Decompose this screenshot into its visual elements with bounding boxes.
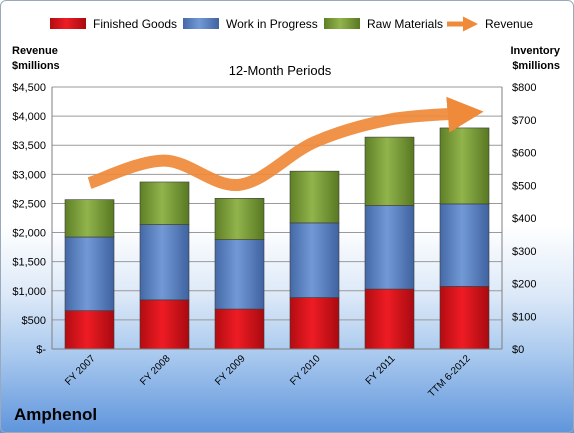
right-axis-tick-label: $700 <box>512 115 536 127</box>
right-axis-tick-label: $600 <box>512 148 536 160</box>
left-axis-tick-label: $2,000 <box>12 228 46 240</box>
right-axis-tick-label: $0 <box>512 344 524 356</box>
category-label: FY 2007 <box>63 353 98 388</box>
chart-subtitle: 12-Month Periods <box>229 63 332 78</box>
right-axis-tick-label: $500 <box>512 180 536 192</box>
right-axis-title-line2: $millions <box>512 60 560 72</box>
left-axis-tick-label: $4,000 <box>12 111 46 123</box>
category-label: FY 2008 <box>138 353 173 388</box>
category-label: FY 2010 <box>288 353 323 388</box>
bar-work-in-progress <box>139 224 190 301</box>
left-axis-title-line2: $millions <box>12 60 60 72</box>
category-label: TTM 6-2012 <box>426 353 473 400</box>
legend-label-finished-goods: Finished Goods <box>93 17 177 31</box>
right-axis-tick-label: $800 <box>512 82 536 94</box>
legend-label-raw-materials: Raw Materials <box>367 17 443 31</box>
legend-label-work-in-progress: Work in Progress <box>226 17 318 31</box>
bar-raw-materials <box>364 136 415 206</box>
company-name: Amphenol <box>14 405 98 424</box>
bar-work-in-progress <box>364 205 415 290</box>
bar-work-in-progress <box>64 236 115 311</box>
left-axis-tick-label: $2,500 <box>12 198 46 210</box>
bar-raw-materials <box>289 170 340 224</box>
right-axis-tick-label: $200 <box>512 279 536 291</box>
left-axis-tick-label: $- <box>36 344 46 356</box>
legend-swatch-finished-goods <box>50 18 86 29</box>
right-axis-title-line1: Inventory <box>510 45 560 57</box>
left-axis-tick-label: $500 <box>22 315 46 327</box>
bar-finished-goods <box>289 297 340 350</box>
bar-finished-goods <box>439 286 490 350</box>
bar-work-in-progress <box>439 203 490 287</box>
bar-finished-goods <box>214 308 265 350</box>
bar-raw-materials <box>439 127 490 205</box>
legend-swatch-work-in-progress <box>183 18 219 29</box>
category-label: FY 2009 <box>213 353 248 388</box>
bar-finished-goods <box>364 288 415 350</box>
revenue-line-layer <box>87 96 484 191</box>
legend: Finished Goods Work in Progress Raw Mate… <box>50 16 533 32</box>
bar-raw-materials <box>214 198 265 240</box>
bar-work-in-progress <box>214 239 265 310</box>
revenue-line <box>87 96 484 191</box>
legend-label-revenue: Revenue <box>485 17 533 31</box>
bar-work-in-progress <box>289 222 340 298</box>
right-axis-tick-label: $300 <box>512 246 536 258</box>
left-axis-tick-label: $1,000 <box>12 286 46 298</box>
gridlines <box>52 86 502 350</box>
bar-raw-materials <box>139 181 190 225</box>
bars <box>64 127 490 350</box>
left-axis-title-line1: Revenue <box>12 45 58 57</box>
bar-finished-goods <box>139 299 190 350</box>
legend-swatch-raw-materials <box>324 18 360 29</box>
bar-finished-goods <box>64 310 115 350</box>
category-label: FY 2011 <box>364 353 398 387</box>
right-axis-tick-label: $100 <box>512 311 536 323</box>
right-axis-tick-label: $400 <box>512 213 536 225</box>
left-axis-tick-label: $3,500 <box>12 140 46 152</box>
left-axis-tick-label: $3,000 <box>12 169 46 181</box>
left-axis-tick-label: $4,500 <box>12 82 46 94</box>
bar-raw-materials <box>64 199 115 238</box>
left-axis-tick-label: $1,500 <box>12 257 46 269</box>
